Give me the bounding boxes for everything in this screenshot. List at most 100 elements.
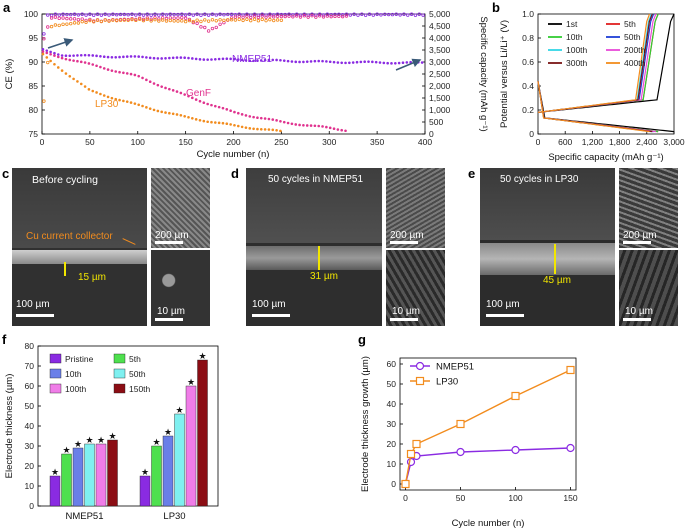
ce-point-nmep51 (149, 13, 153, 17)
y-tick-label-a: 85 (29, 81, 39, 91)
capacity-point-nmep51 (198, 58, 202, 61)
ce-point-lp30 (46, 60, 50, 65)
x-tick-label-b: 0 (536, 137, 541, 147)
legend-label-10th: 10th (566, 32, 583, 42)
ce-point-nmep51 (298, 13, 303, 17)
y2-tick-label-a: 0 (429, 129, 434, 139)
sem-d-top-view-high: 10 µm (386, 250, 445, 326)
capacity-point-lp30 (225, 122, 229, 126)
y-axis-label-f: Electrode thickness (µm) (4, 374, 15, 479)
ce-point-genf (317, 14, 322, 18)
ce-point-genf (218, 22, 222, 27)
legend-label-10th: 10th (65, 369, 82, 379)
ce-point-lp30 (203, 18, 207, 22)
ce-point-nmep51 (306, 13, 310, 17)
ce-point-lp30 (191, 19, 195, 24)
ce-point-lp30 (95, 18, 100, 22)
bar-NMEP51-150th (107, 439, 118, 507)
ce-point-nmep51 (421, 13, 425, 17)
capacity-point-nmep51 (240, 58, 244, 62)
ce-point-genf (57, 16, 61, 21)
capacity-point-nmep51 (191, 57, 194, 60)
ce-point-nmep51 (406, 13, 410, 17)
ce-point-genf (203, 25, 207, 30)
capacity-point-genf (309, 124, 313, 127)
capacity-point-genf (156, 83, 160, 87)
capacity-point-nmep51 (309, 60, 313, 63)
ce-point-genf (294, 14, 299, 18)
ce-point-genf (279, 14, 284, 19)
ce-point-genf (88, 17, 92, 22)
x-tick-label-g: 150 (563, 493, 577, 503)
capacity-point-lp30 (191, 116, 194, 120)
x-tick-label-g: 100 (508, 493, 522, 503)
capacity-point-nmep51 (382, 61, 386, 65)
capacity-point-nmep51 (374, 60, 378, 64)
ce-point-genf (214, 25, 218, 30)
ce-point-lp30 (176, 19, 180, 23)
bar-marker-NMEP51-5th: ★ (62, 445, 70, 455)
capacity-point-nmep51 (53, 51, 56, 55)
ce-point-genf (302, 14, 307, 18)
capacity-point-genf (206, 102, 209, 106)
ce-point-nmep51 (367, 12, 372, 16)
y2-tick-label-a: 1,000 (429, 105, 451, 115)
legend-label-150th: 150th (129, 384, 151, 394)
ce-point-genf (340, 14, 345, 19)
panel-label-c-wrap: c (2, 166, 9, 181)
legend-swatch-10th (49, 368, 62, 379)
ce-point-genf (229, 16, 234, 20)
bar-marker-NMEP51-10th: ★ (74, 439, 82, 449)
ce-point-lp30 (256, 19, 261, 23)
ce-point-nmep51 (272, 13, 276, 17)
ce-point-genf (183, 16, 188, 20)
capacity-point-genf (198, 99, 202, 103)
capacity-point-lp30 (221, 121, 225, 125)
ce-point-nmep51 (191, 13, 195, 17)
capacity-point-genf (294, 123, 298, 126)
y2-tick-label-a: 4,500 (429, 21, 451, 31)
capacity-point-nmep51 (68, 54, 72, 58)
capacity-point-genf (256, 116, 259, 120)
discharge-curve-400th (537, 81, 650, 133)
capacity-point-genf (56, 55, 60, 59)
capacity-point-genf (236, 111, 240, 115)
ce-point-lp30 (249, 18, 253, 23)
sem-c-collector-label: Cu current collector (26, 231, 113, 242)
capacity-point-nmep51 (405, 61, 409, 64)
capacity-point-nmep51 (41, 47, 45, 51)
panel-label-g: g (358, 332, 366, 347)
capacity-point-genf (240, 113, 244, 116)
capacity-point-genf (325, 125, 328, 129)
x-tick-label-g: 0 (403, 493, 408, 503)
capacity-point-lp30 (164, 111, 167, 114)
y-tick-label-f: 40 (25, 421, 35, 431)
capacity-point-nmep51 (206, 58, 209, 61)
sem-d-title: 50 cycles in NMEP51 (268, 174, 364, 185)
capacity-point-genf (110, 69, 114, 72)
bar-marker-LP30-5th: ★ (152, 437, 160, 447)
y2-tick-label-a: 4,000 (429, 33, 451, 43)
ce-point-nmep51 (329, 12, 333, 17)
x-tick-label-a: 250 (274, 137, 288, 147)
capacity-point-genf (60, 56, 64, 60)
capacity-point-genf (340, 128, 343, 132)
ce-point-lp30 (168, 18, 173, 23)
ce-point-nmep51 (84, 13, 88, 17)
ce-point-genf (61, 16, 65, 20)
ce-point-genf (333, 14, 337, 19)
y-tick-label-f: 70 (25, 361, 35, 371)
legend-label-NMEP51: NMEP51 (436, 362, 474, 373)
x-tick-label-a: 350 (370, 137, 384, 147)
ce-point-nmep51 (107, 13, 111, 17)
ce-point-genf (172, 16, 176, 20)
capacity-point-lp30 (118, 98, 121, 102)
panel-g-chart: g 0 50 100 150 0 10 20 30 40 50 60 NMEP51 LP30 Cycl… (358, 332, 578, 529)
ce-point-genf (46, 25, 50, 29)
capacity-point-genf (64, 57, 68, 61)
capacity-point-lp30 (91, 89, 95, 93)
x-axis-label-g: Cycle number (n) (452, 518, 525, 529)
sem-c-title: Before cycling (32, 174, 98, 186)
sem-c-thickness: 15 µm (78, 272, 106, 283)
ce-point-nmep51 (291, 13, 295, 17)
